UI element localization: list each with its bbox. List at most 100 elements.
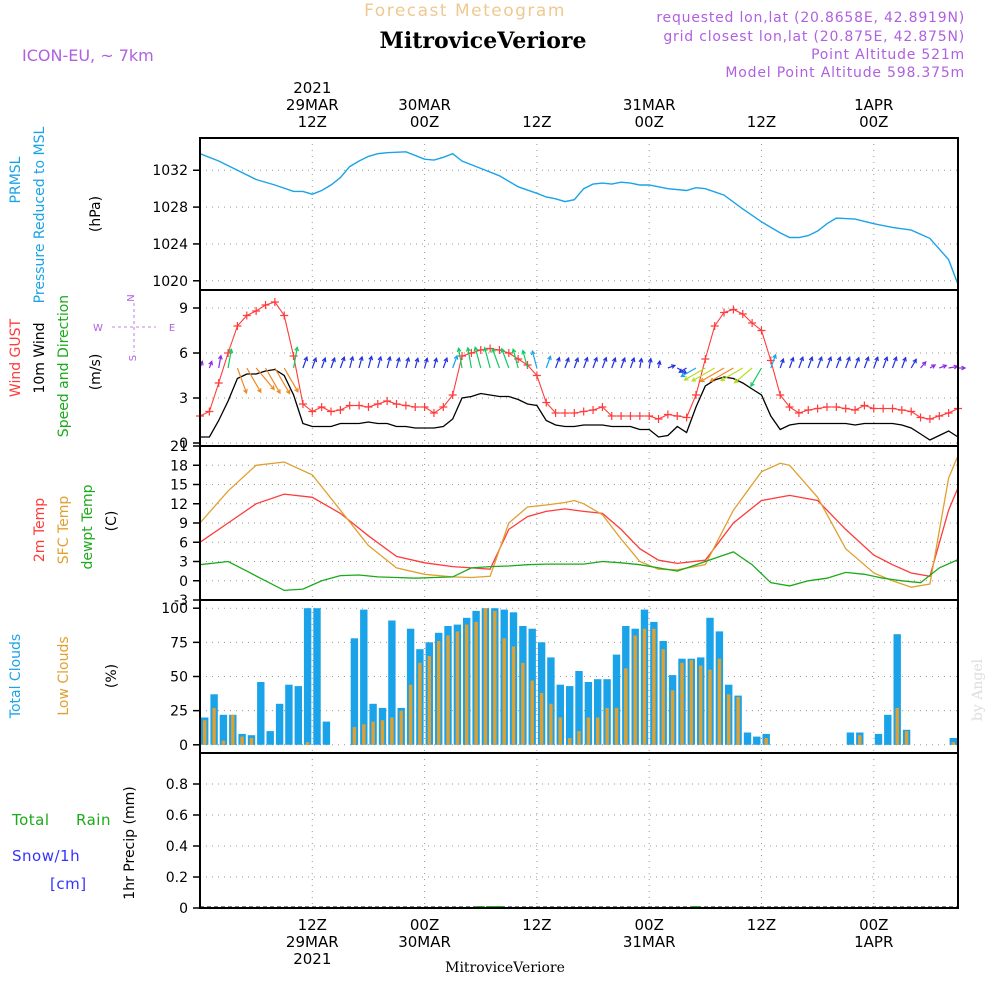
wind-gust-marker <box>280 311 289 320</box>
wind-arrow <box>367 356 373 369</box>
bottom-time-label: 29MAR <box>286 933 339 951</box>
low-cloud-bar <box>633 635 637 745</box>
wind-gust-marker <box>654 415 663 423</box>
wind-arrow <box>227 349 232 369</box>
total-cloud-bar <box>566 686 574 745</box>
wind-arrow-head <box>921 360 927 366</box>
grid-coords: grid closest lon,lat (20.875E, 42.875N) <box>663 29 965 45</box>
wind-arrow <box>246 367 262 393</box>
temp-tick-label: 15 <box>170 478 188 494</box>
bottom-time-label: 30MAR <box>398 933 451 951</box>
pressure-line <box>199 151 959 285</box>
wind-arrow-head <box>473 345 479 352</box>
wind-arrow <box>691 367 715 382</box>
total-cloud-bar <box>547 657 555 745</box>
wind-gust-marker <box>635 412 644 420</box>
bottom-time-label: 00Z <box>859 916 888 934</box>
wind-gust-marker <box>748 319 757 327</box>
wind-arrow-head <box>912 358 917 364</box>
wind-arrow-head <box>883 356 889 362</box>
wind-arrow <box>710 367 734 382</box>
total-cloud-bar <box>594 679 602 745</box>
wind-label-unit: (m/s) <box>88 354 104 391</box>
wind-arrow <box>680 367 697 378</box>
wind-gust-marker <box>570 409 579 417</box>
wind-arrow <box>467 347 472 369</box>
temp-tick-label: 3 <box>179 555 188 571</box>
wind-arrow <box>358 356 363 369</box>
temp-label-dewpt: dewpt Temp <box>80 484 96 569</box>
temp-tick-label: -3 <box>174 593 188 609</box>
top-time-label: 30MAR <box>398 96 451 114</box>
wind-gust-marker <box>205 407 214 416</box>
wind-arrow-head <box>208 360 213 366</box>
low-cloud-bar <box>352 727 357 745</box>
low-cloud-bar <box>642 628 647 745</box>
wind-arrow-head <box>733 378 739 384</box>
wind-arrow <box>770 354 777 369</box>
low-cloud-bar <box>614 707 619 745</box>
total-cloud-bar <box>313 608 321 745</box>
low-cloud-bar <box>380 720 385 745</box>
wind-arrow-head <box>483 346 488 352</box>
wind-gust-marker <box>888 404 897 413</box>
wind-gust-marker <box>822 403 831 411</box>
wind-gust-marker <box>645 412 654 420</box>
top-time-label: 00Z <box>859 113 888 131</box>
wind-gust-marker <box>607 412 616 420</box>
low-cloud-bar <box>858 735 862 745</box>
low-cloud-bar <box>904 731 909 745</box>
wind-arrow-head <box>358 355 364 361</box>
low-cloud-bar <box>577 731 581 745</box>
wind-arrow-head <box>228 348 234 354</box>
wind-arrow <box>948 365 958 369</box>
low-cloud-bar <box>736 697 740 745</box>
wind-gust-marker <box>476 346 485 354</box>
wind-gust-marker <box>663 410 672 419</box>
wind-gust-marker <box>383 397 392 405</box>
wind-gust-marker <box>851 406 860 414</box>
top-time-label: 12Z <box>747 113 776 131</box>
wind-gust-marker <box>579 407 588 416</box>
model-altitude: Model Point Altitude 598.375m <box>725 65 965 81</box>
wind-tick-label: 6 <box>179 346 188 362</box>
wind-gust-marker <box>429 409 438 417</box>
low-cloud-bar <box>549 703 553 745</box>
wind-arrow-head <box>340 356 346 362</box>
wind-arrow-head <box>396 356 401 362</box>
wind-arrow-head <box>294 346 300 352</box>
wind-arrow <box>826 356 832 369</box>
precip-tick-label: 0.6 <box>166 808 188 824</box>
wind-arrow <box>330 357 336 369</box>
wind-gust-marker <box>373 400 382 408</box>
temp-label-sfc: SFC Temp <box>56 496 72 565</box>
bottom-time-label: 12Z <box>522 916 551 934</box>
clouds-tick-label: 25 <box>170 704 188 720</box>
compass-e: E <box>169 323 175 334</box>
low-cloud-bar <box>605 707 609 745</box>
pressure-tick-label: 1032 <box>152 163 188 179</box>
wind-arrow <box>321 357 326 369</box>
pressure-frame <box>199 137 959 291</box>
wind-gust-marker <box>907 407 916 416</box>
wind-tick-label: 0 <box>179 436 188 452</box>
wind-arrow <box>863 356 869 369</box>
wind-arrow <box>545 356 552 369</box>
low-cloud-bar <box>652 628 656 745</box>
wind-gust-marker <box>860 401 869 410</box>
wind-gust-marker <box>925 415 934 423</box>
low-cloud-bar <box>493 610 497 745</box>
top-time-label: 00Z <box>634 113 663 131</box>
wind-gust-marker <box>392 400 401 408</box>
wind-arrow-head <box>405 356 411 362</box>
wind-arrow-head <box>678 368 684 373</box>
total-cloud-bar <box>294 686 302 745</box>
watermark: by Angel <box>970 658 986 721</box>
total-cloud-bar <box>884 714 892 745</box>
low-cloud-bar <box>951 742 955 745</box>
total-cloud-bar <box>285 684 293 745</box>
wind-arrow <box>620 357 626 369</box>
low-cloud-bar <box>670 690 675 745</box>
low-cloud-bar <box>764 738 768 745</box>
